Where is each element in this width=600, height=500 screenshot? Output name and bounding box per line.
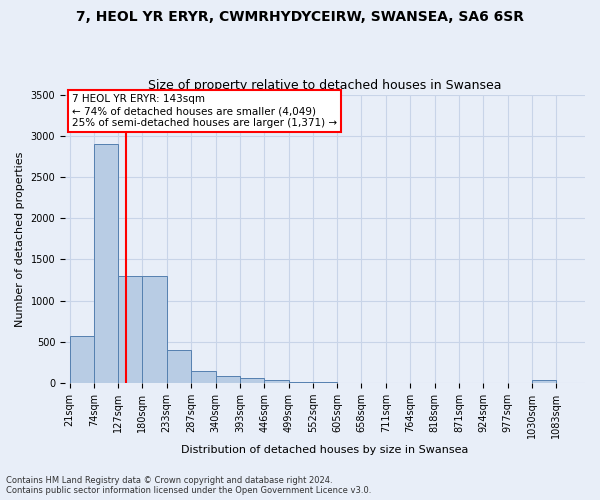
Bar [142, 276, 167, 383]
Bar [216, 376, 240, 383]
X-axis label: Distribution of detached houses by size in Swansea: Distribution of detached houses by size … [181, 445, 469, 455]
Text: Contains HM Land Registry data © Crown copyright and database right 2024.
Contai: Contains HM Land Registry data © Crown c… [6, 476, 371, 495]
Y-axis label: Number of detached properties: Number of detached properties [15, 151, 25, 326]
Bar [532, 380, 556, 383]
Bar [240, 378, 265, 383]
Bar [167, 350, 191, 383]
Bar [70, 336, 94, 383]
Bar [265, 380, 289, 383]
Text: 7, HEOL YR ERYR, CWMRHYDYCEIRW, SWANSEA, SA6 6SR: 7, HEOL YR ERYR, CWMRHYDYCEIRW, SWANSEA,… [76, 10, 524, 24]
Bar [313, 382, 337, 383]
Bar [94, 144, 118, 383]
Bar [118, 276, 142, 383]
Bar [191, 370, 216, 383]
Title: Size of property relative to detached houses in Swansea: Size of property relative to detached ho… [148, 79, 502, 92]
Text: 7 HEOL YR ERYR: 143sqm
← 74% of detached houses are smaller (4,049)
25% of semi-: 7 HEOL YR ERYR: 143sqm ← 74% of detached… [72, 94, 337, 128]
Bar [289, 382, 313, 383]
